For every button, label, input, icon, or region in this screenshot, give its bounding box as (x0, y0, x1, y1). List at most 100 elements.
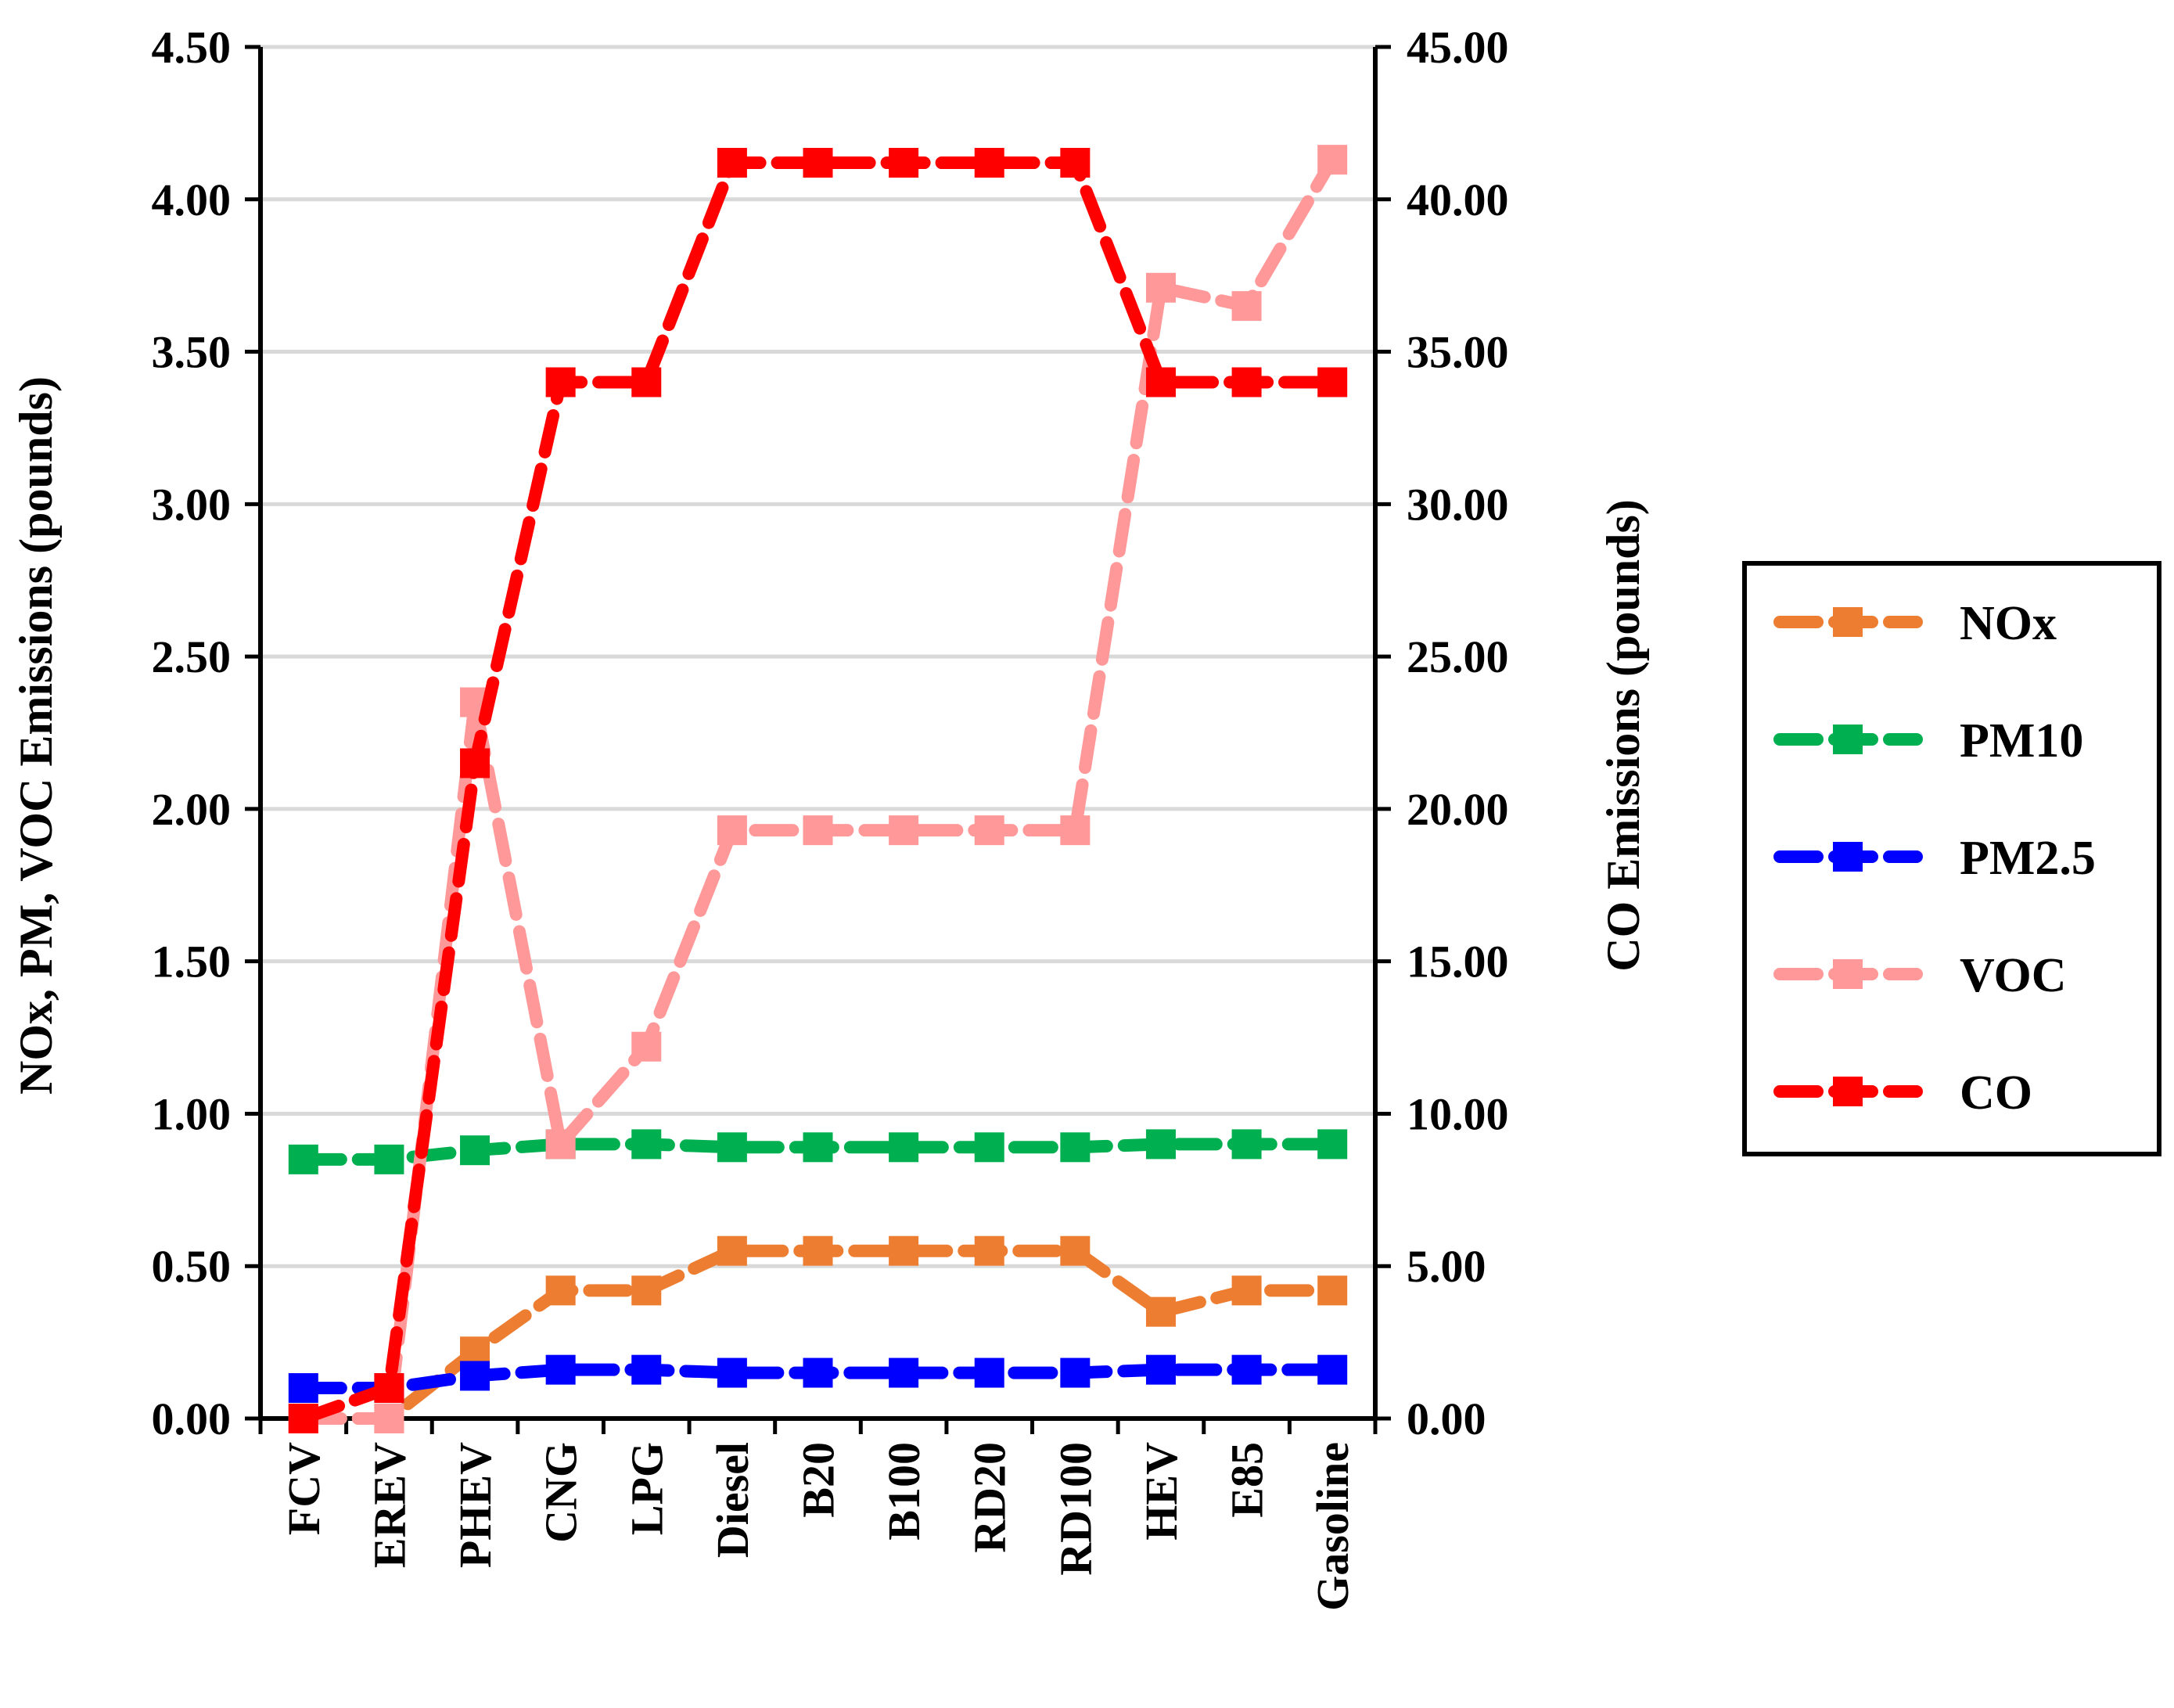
data-point-pm2-5 (1145, 1354, 1176, 1385)
axes (245, 45, 1391, 1434)
legend-label-pm10: PM10 (1960, 714, 2083, 768)
data-point-co (631, 367, 662, 397)
y-right-tick-label: 10.00 (1407, 1088, 1509, 1139)
data-point-co (460, 748, 490, 778)
x-tick-label: EREV (364, 1442, 415, 1568)
data-point-co (288, 1404, 318, 1433)
y-left-tick-label: 2.50 (152, 631, 232, 682)
data-point-pm2-5 (288, 1373, 318, 1404)
data-point-nox (803, 1235, 833, 1266)
data-point-pm2-5 (803, 1357, 833, 1388)
data-point-pm2-5 (545, 1354, 576, 1385)
data-point-voc (374, 1404, 404, 1433)
data-point-co (889, 148, 919, 178)
data-point-pm10 (631, 1129, 662, 1160)
y-left-tick-label: 0.50 (152, 1241, 232, 1292)
legend-marker-nox (1833, 607, 1863, 637)
x-tick-label: Gasoline (1307, 1442, 1358, 1611)
data-point-co (1145, 367, 1176, 397)
legend: NOx PM10 PM2.5 VOC CO (1742, 561, 2161, 1156)
x-tick-label: HEV (1136, 1442, 1187, 1541)
data-point-voc (1317, 145, 1348, 175)
data-point-pm10 (1317, 1129, 1348, 1160)
y-left-tick-label: 1.00 (152, 1088, 232, 1139)
x-tick-label: B20 (793, 1442, 844, 1518)
data-point-co (974, 148, 1004, 178)
data-point-pm2-5 (974, 1357, 1004, 1388)
legend-label-pm2-5: PM2.5 (1960, 832, 2096, 885)
x-tick-label: CNG (536, 1442, 587, 1543)
y-right-tick-label: 0.00 (1407, 1393, 1486, 1444)
x-tick-label: E85 (1222, 1442, 1273, 1518)
data-point-nox (1145, 1296, 1176, 1327)
data-point-pm10 (288, 1144, 318, 1174)
data-point-pm10 (1145, 1129, 1176, 1160)
data-point-voc (1145, 272, 1176, 303)
x-tick-label: Diesel (707, 1442, 758, 1558)
data-point-voc (717, 815, 747, 846)
data-point-pm2-5 (1317, 1354, 1348, 1385)
y-left-tick-label: 3.00 (152, 479, 232, 530)
x-tick-label: FCV (278, 1442, 329, 1535)
data-point-pm10 (803, 1132, 833, 1163)
data-point-voc (1231, 291, 1262, 322)
y-left-tick-label: 4.00 (152, 174, 232, 225)
data-point-voc (889, 815, 919, 846)
y-right-tick-label: 45.00 (1407, 22, 1509, 73)
data-point-nox (717, 1235, 747, 1266)
tick-labels: 0.00 0.50 1.00 1.50 2.00 2.50 3.00 3.50 4.00 4.50… (152, 22, 1509, 1611)
data-point-nox (1231, 1275, 1262, 1306)
legend-marker-pm10 (1833, 725, 1863, 754)
legend-marker-voc (1833, 959, 1863, 989)
data-point-co (803, 148, 833, 178)
data-point-co (1060, 148, 1091, 178)
data-point-nox (889, 1235, 919, 1266)
data-point-voc (974, 815, 1004, 846)
data-point-voc (631, 1031, 662, 1062)
data-point-pm10 (889, 1132, 919, 1163)
y-right-tick-label: 40.00 (1407, 174, 1509, 225)
legend-label-nox: NOx (1960, 597, 2057, 650)
data-point-nox (545, 1275, 576, 1306)
y-left-tick-label: 1.50 (152, 937, 232, 987)
legend-marker-pm2-5 (1833, 842, 1863, 872)
data-point-voc (545, 1129, 576, 1160)
data-point-pm2-5 (1060, 1357, 1091, 1388)
data-point-pm10 (460, 1135, 490, 1166)
data-point-pm10 (374, 1144, 404, 1174)
data-point-pm2-5 (460, 1361, 490, 1391)
data-point-voc (1060, 815, 1091, 846)
series-line-nox (296, 1244, 1339, 1425)
data-point-pm10 (974, 1132, 1004, 1163)
data-point-voc (803, 815, 833, 846)
data-point-pm2-5 (1231, 1354, 1262, 1385)
y-axis-right-title: CO Emissions (pounds) (1597, 499, 1649, 972)
x-tick-label: LPG (621, 1442, 672, 1535)
y-axis-left-title: NOx, PM, VOC Emissions (pounds) (10, 376, 62, 1095)
y-right-tick-label: 15.00 (1407, 937, 1509, 987)
data-point-pm2-5 (889, 1357, 919, 1388)
data-point-co (374, 1373, 404, 1404)
y-left-tick-label: 3.50 (152, 327, 232, 378)
y-right-tick-label: 5.00 (1407, 1241, 1486, 1292)
x-tick-label: PHEV (450, 1442, 501, 1568)
legend-marker-co (1833, 1077, 1863, 1106)
x-tick-label: RD100 (1050, 1442, 1101, 1576)
legend-label-co: CO (1960, 1066, 2032, 1120)
data-point-pm10 (717, 1132, 747, 1163)
data-point-nox (631, 1275, 662, 1306)
y-left-tick-label: 2.00 (152, 784, 232, 835)
data-point-nox (1317, 1275, 1348, 1306)
y-left-tick-label: 4.50 (152, 22, 232, 73)
data-point-pm10 (1231, 1129, 1262, 1160)
data-point-pm10 (1060, 1132, 1091, 1163)
data-point-co (1317, 367, 1348, 397)
x-tick-label: RD20 (965, 1442, 1015, 1553)
y-right-tick-label: 35.00 (1407, 327, 1509, 378)
x-tick-label: B100 (879, 1442, 929, 1541)
data-point-nox (974, 1235, 1004, 1266)
series-lines (288, 145, 1348, 1433)
y-right-tick-label: 30.00 (1407, 479, 1509, 530)
